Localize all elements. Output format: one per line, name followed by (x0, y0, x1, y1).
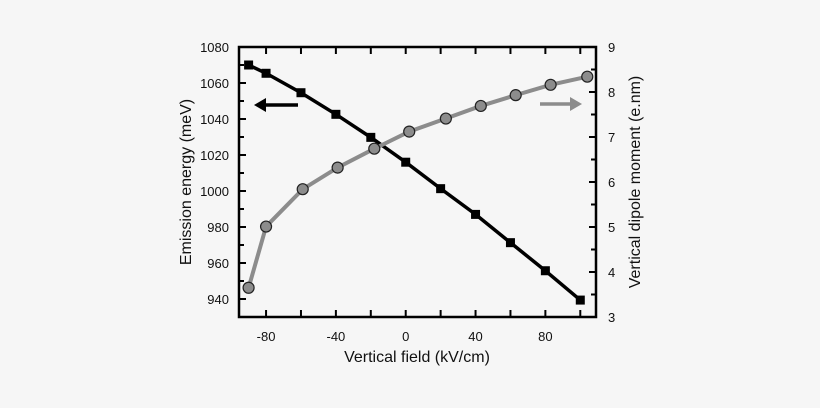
y-left-tick-label: 1040 (200, 112, 229, 127)
y-left-tick-label: 940 (207, 292, 229, 307)
y-left-tick-label: 980 (207, 220, 229, 235)
square-marker (401, 157, 411, 167)
series-line-left (247, 63, 582, 302)
ticks: -80 -40 0 40 80 940 960 980 1000 1020 1040 1060 1080… (200, 40, 615, 344)
square-marker (261, 68, 271, 78)
circle-marker (439, 112, 452, 125)
y-left-tick-label: 1020 (200, 148, 229, 163)
y-left-tick-label: 960 (207, 256, 229, 271)
circle-marker (581, 70, 594, 83)
y-left-tick-label: 1060 (200, 76, 229, 91)
circle-marker (242, 281, 255, 294)
right-axis-label: Vertical dipole moment (e.nm) (627, 76, 644, 289)
y-right-tick-label: 5 (608, 220, 615, 235)
square-marker (575, 295, 585, 305)
y-right-tick-label: 6 (608, 175, 615, 190)
circle-marker (474, 99, 487, 113)
square-marker (331, 109, 341, 119)
y-left-tick-label: 1000 (200, 184, 229, 199)
square-marker (244, 60, 254, 70)
circle-marker (259, 220, 273, 233)
circle-marker (544, 78, 557, 91)
square-marker (540, 266, 550, 276)
x-tick-label: -80 (257, 329, 276, 344)
series (242, 60, 594, 305)
left-arrow (254, 98, 298, 112)
square-marker (436, 184, 446, 194)
x-axis-label: Vertical field (kV/cm) (344, 349, 490, 366)
x-tick-label: 0 (402, 329, 409, 344)
square-marker (366, 132, 376, 142)
y-right-tick-label: 8 (608, 85, 615, 100)
square-marker (505, 238, 515, 248)
right-arrow (540, 97, 582, 111)
circle-marker (509, 89, 522, 102)
circle-marker (331, 161, 344, 174)
left-axis-label: Emission energy (meV) (178, 99, 195, 265)
circle-marker (403, 125, 416, 138)
series-line-right (246, 74, 588, 289)
plot-frame (237, 45, 598, 319)
circle-marker (368, 142, 381, 155)
square-marker (296, 88, 306, 98)
square-marker (471, 209, 481, 219)
y-right-tick-label: 9 (608, 40, 615, 55)
circle-marker (296, 183, 309, 196)
y-right-tick-label: 4 (608, 265, 615, 280)
x-tick-label: 40 (468, 329, 482, 344)
y-right-tick-label: 3 (608, 310, 615, 325)
x-tick-label: 80 (538, 329, 552, 344)
y-left-tick-label: 1080 (200, 40, 229, 55)
x-tick-label: -40 (326, 329, 345, 344)
y-right-tick-label: 7 (608, 130, 615, 145)
